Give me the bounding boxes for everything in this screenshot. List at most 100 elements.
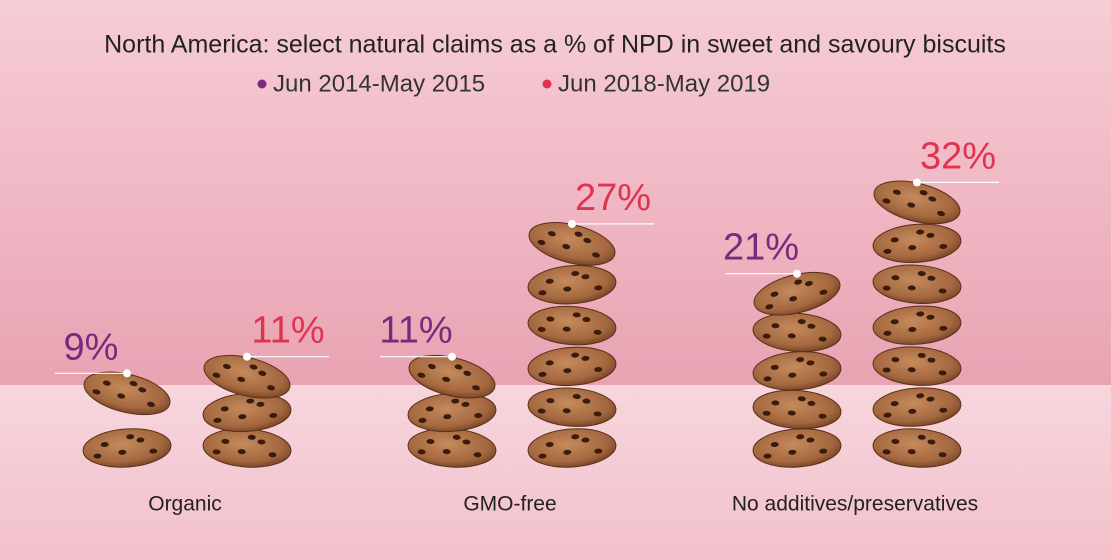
chocolate-chip <box>796 357 805 363</box>
chocolate-chip <box>537 239 546 246</box>
chocolate-chip <box>562 326 571 332</box>
chocolate-chip <box>425 406 434 412</box>
cookie <box>527 346 617 387</box>
chocolate-chip <box>221 438 230 444</box>
chocolate-chip <box>267 385 275 391</box>
chocolate-chip <box>268 452 277 458</box>
chocolate-chip <box>138 387 147 393</box>
leader-dot <box>243 352 251 361</box>
chocolate-chip <box>571 352 580 358</box>
cookie <box>407 428 497 468</box>
cookie <box>752 351 842 391</box>
chocolate-chip <box>546 398 555 404</box>
cookie-body <box>752 389 842 430</box>
category-label: Organic <box>148 493 222 516</box>
cookie-body <box>527 387 617 427</box>
chocolate-chip <box>594 285 603 291</box>
chocolate-chip <box>907 367 916 373</box>
chocolate-chip <box>593 329 602 335</box>
chocolate-chip <box>907 285 916 291</box>
chocolate-chip <box>572 312 581 318</box>
chocolate-chip <box>919 190 928 196</box>
cookie-stack-bar <box>202 354 292 468</box>
chocolate-chip <box>770 364 779 370</box>
cookie <box>873 180 961 225</box>
chocolate-chip <box>883 330 892 336</box>
cookie-body <box>527 305 617 346</box>
chocolate-chip <box>582 317 591 323</box>
leader-dot <box>448 352 456 361</box>
chocolate-chip <box>794 279 803 285</box>
chocolate-chip <box>917 352 926 358</box>
chocolate-chip <box>149 448 158 454</box>
chocolate-chip <box>574 231 583 237</box>
chocolate-chip <box>546 316 555 322</box>
chocolate-chip <box>129 380 138 387</box>
cookie-body <box>872 428 962 468</box>
chocolate-chip <box>538 453 547 459</box>
cookie <box>527 265 617 305</box>
chocolate-chip <box>797 396 806 402</box>
cookie <box>872 387 962 427</box>
cookie <box>527 305 617 346</box>
chocolate-chip <box>452 434 461 440</box>
cookie <box>82 428 172 468</box>
chocolate-chip <box>594 448 603 454</box>
leader-dot <box>793 269 801 278</box>
chocolate-chip <box>126 434 135 440</box>
cookie <box>753 271 841 316</box>
chocolate-chip <box>474 413 483 419</box>
chocolate-chip <box>562 408 571 414</box>
chocolate-chip <box>212 372 221 378</box>
cookie <box>407 392 497 433</box>
chocolate-chip <box>462 439 471 445</box>
chocolate-chip <box>908 408 917 414</box>
cookie <box>752 428 842 468</box>
cookie-body <box>753 271 841 316</box>
chocolate-chip <box>771 323 780 329</box>
chocolate-chip <box>537 326 546 332</box>
chocolate-chip <box>581 274 590 280</box>
chocolate-chip <box>762 410 771 416</box>
chocolate-chip <box>771 400 780 406</box>
chocolate-chip <box>907 202 916 208</box>
chocolate-chip <box>890 401 899 407</box>
chocolate-chip <box>927 275 936 281</box>
chocolate-chip <box>563 286 572 292</box>
cookie <box>83 371 171 416</box>
cookie-body <box>872 305 962 345</box>
chocolate-chip <box>571 270 580 276</box>
chocolate-chip <box>118 449 127 455</box>
chocolate-chip <box>916 393 925 399</box>
chocolate-chip <box>443 414 452 420</box>
chocolate-chip <box>763 453 772 459</box>
chocolate-chip <box>222 363 231 370</box>
chocolate-chip <box>788 372 797 378</box>
chocolate-chip <box>545 442 554 448</box>
chocolate-chip <box>593 411 602 417</box>
chocolate-chip <box>249 364 258 370</box>
chocolate-chip <box>418 417 427 423</box>
chocolate-chip <box>806 360 815 366</box>
chocolate-chip <box>882 285 891 291</box>
chocolate-chip <box>806 437 815 443</box>
chocolate-chip <box>927 357 936 363</box>
leader-dot <box>568 219 576 228</box>
chocolate-chip <box>938 452 947 458</box>
legend-marker <box>542 79 552 89</box>
cookie <box>408 354 496 399</box>
chocolate-chip <box>789 296 798 302</box>
chocolate-chip <box>765 304 774 310</box>
chocolate-chip <box>804 280 813 287</box>
chocolate-chip <box>916 311 925 317</box>
chocolate-chip <box>763 376 772 382</box>
chocolate-chip <box>256 401 265 407</box>
chocolate-chip <box>926 314 935 320</box>
cookie <box>527 387 617 427</box>
cookie-stack-bar <box>82 371 172 468</box>
cookie <box>528 222 616 266</box>
chocolate-chip <box>102 380 111 386</box>
chocolate-chip <box>926 396 935 402</box>
chocolate-chip <box>545 278 554 284</box>
cookie-body <box>527 346 617 387</box>
